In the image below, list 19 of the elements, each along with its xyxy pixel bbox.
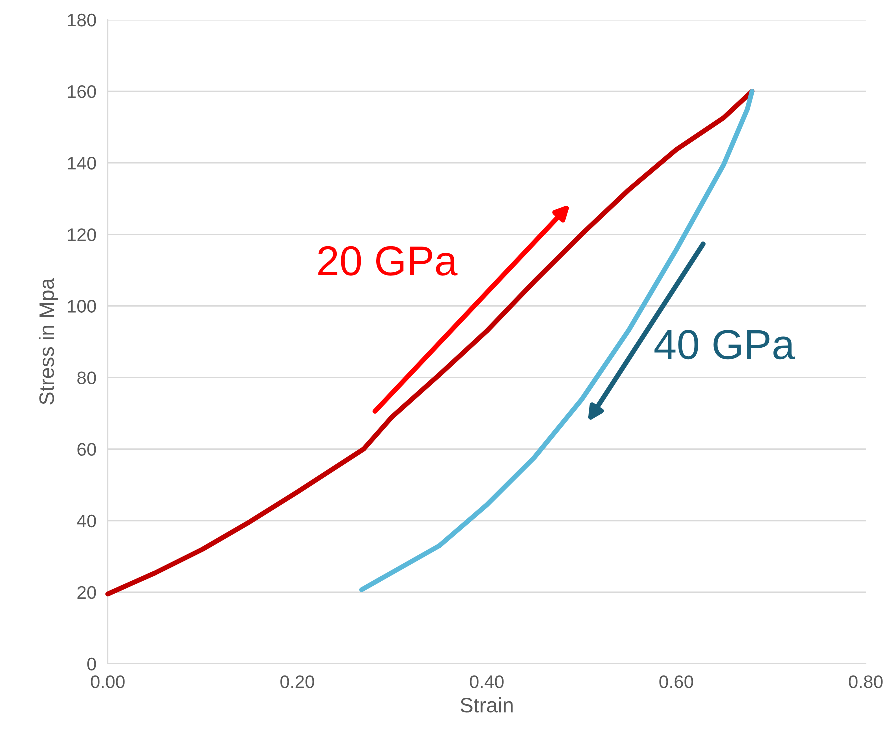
x-tick-label: 0.00: [91, 676, 125, 688]
x-tick-label: 0.80: [849, 676, 883, 688]
x-tick-label: 0.20: [280, 676, 314, 688]
y-tick-label: 100: [68, 300, 96, 313]
annotation: 40 GPa: [654, 330, 796, 360]
x-tick-label: 0.40: [470, 676, 504, 688]
x-axis-title: Strain: [460, 698, 513, 713]
y-tick-label: 20: [78, 586, 96, 600]
y-tick-label: 60: [78, 443, 96, 456]
y-tick-label: 40: [77, 514, 96, 528]
y-tick-label: 180: [68, 14, 96, 27]
y-axis-title: Stress in Mpa: [39, 278, 58, 405]
y-tick-label: 160: [68, 85, 96, 98]
x-tick-label: 0.60: [660, 676, 694, 688]
y-tick-label: 140: [68, 157, 96, 170]
annotation: 20 GPa: [318, 246, 458, 276]
y-tick-label: 0: [88, 658, 96, 671]
y-tick-label: 120: [68, 228, 96, 242]
y-tick-label: 80: [78, 372, 96, 384]
